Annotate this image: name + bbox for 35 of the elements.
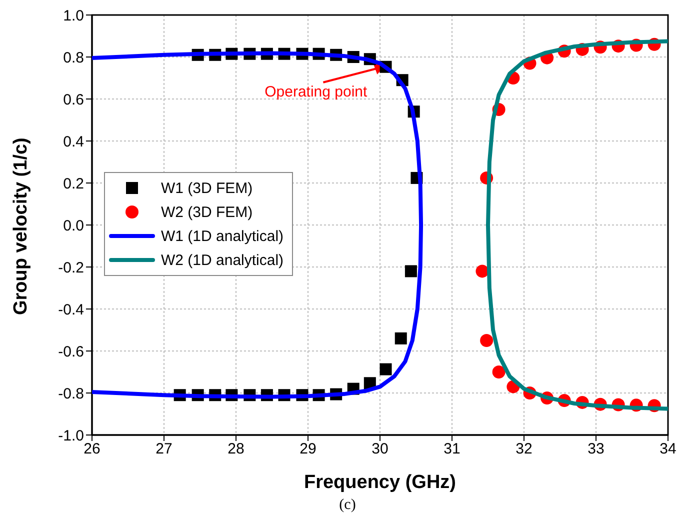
point (404, 265, 417, 278)
x-tick-label: 28 (228, 440, 244, 458)
legend-label: W2 (3D FEM) (161, 204, 253, 220)
line-series (486, 39, 668, 411)
y-tick-label: -0.2 (58, 259, 84, 276)
y-tick-label: 0.6 (63, 91, 84, 108)
legend-label: W1 (3D FEM) (161, 180, 253, 196)
point (394, 332, 407, 344)
text: (c) (338, 497, 357, 514)
x-tick-label: 30 (372, 440, 388, 458)
y-tick-label: 0.0 (63, 217, 84, 234)
x-tick-label: 29 (300, 440, 316, 458)
y-tick-label: 1.0 (63, 7, 84, 24)
x-tick-label: 27 (156, 440, 172, 458)
x-tick-label: 26 (84, 440, 100, 458)
point (480, 334, 494, 347)
y-tick-label: 0.4 (63, 133, 84, 150)
y-tick-label: 0.2 (63, 175, 84, 192)
point (492, 366, 506, 378)
annotation: Operating point (264, 83, 368, 100)
x-tick-label: 31 (444, 440, 460, 458)
legend-label: W1 (1D analytical) (161, 228, 284, 244)
y-tick-label: -1.0 (58, 427, 84, 444)
legend-label: W2 (1D analytical) (161, 252, 284, 268)
x-axis-title: Frequency (GHz) (304, 472, 456, 493)
y-axis-title: Group velocity (1/c) (10, 138, 32, 315)
x-tick-label: 32 (516, 440, 532, 458)
x-tick-label: 33 (588, 440, 604, 458)
x-tick-label: 34 (660, 440, 676, 458)
y-tick-label: -0.6 (58, 343, 84, 360)
point (380, 363, 392, 376)
y-tick-label: -0.8 (58, 385, 84, 402)
y-tick-label: -0.4 (58, 301, 84, 318)
y-tick-label: 0.8 (63, 49, 84, 66)
point (476, 264, 489, 278)
